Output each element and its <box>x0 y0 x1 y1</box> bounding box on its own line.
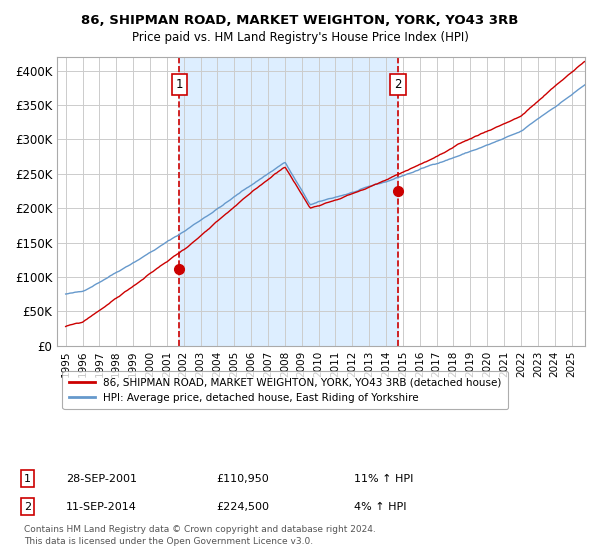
Text: 1: 1 <box>24 474 31 484</box>
Text: 1: 1 <box>176 78 183 91</box>
Text: 11-SEP-2014: 11-SEP-2014 <box>66 502 137 512</box>
Text: 11% ↑ HPI: 11% ↑ HPI <box>354 474 413 484</box>
Text: 2: 2 <box>24 502 31 512</box>
Text: 2: 2 <box>394 78 401 91</box>
Bar <box>179 57 398 346</box>
Text: £224,500: £224,500 <box>216 502 269 512</box>
Text: Price paid vs. HM Land Registry's House Price Index (HPI): Price paid vs. HM Land Registry's House … <box>131 31 469 44</box>
Legend: 86, SHIPMAN ROAD, MARKET WEIGHTON, YORK, YO43 3RB (detached house), HPI: Average: 86, SHIPMAN ROAD, MARKET WEIGHTON, YORK,… <box>62 371 508 409</box>
Text: 4% ↑ HPI: 4% ↑ HPI <box>354 502 407 512</box>
Text: £110,950: £110,950 <box>216 474 269 484</box>
Text: Contains HM Land Registry data © Crown copyright and database right 2024.
This d: Contains HM Land Registry data © Crown c… <box>24 525 376 546</box>
Text: 28-SEP-2001: 28-SEP-2001 <box>66 474 137 484</box>
Text: 86, SHIPMAN ROAD, MARKET WEIGHTON, YORK, YO43 3RB: 86, SHIPMAN ROAD, MARKET WEIGHTON, YORK,… <box>82 14 518 27</box>
